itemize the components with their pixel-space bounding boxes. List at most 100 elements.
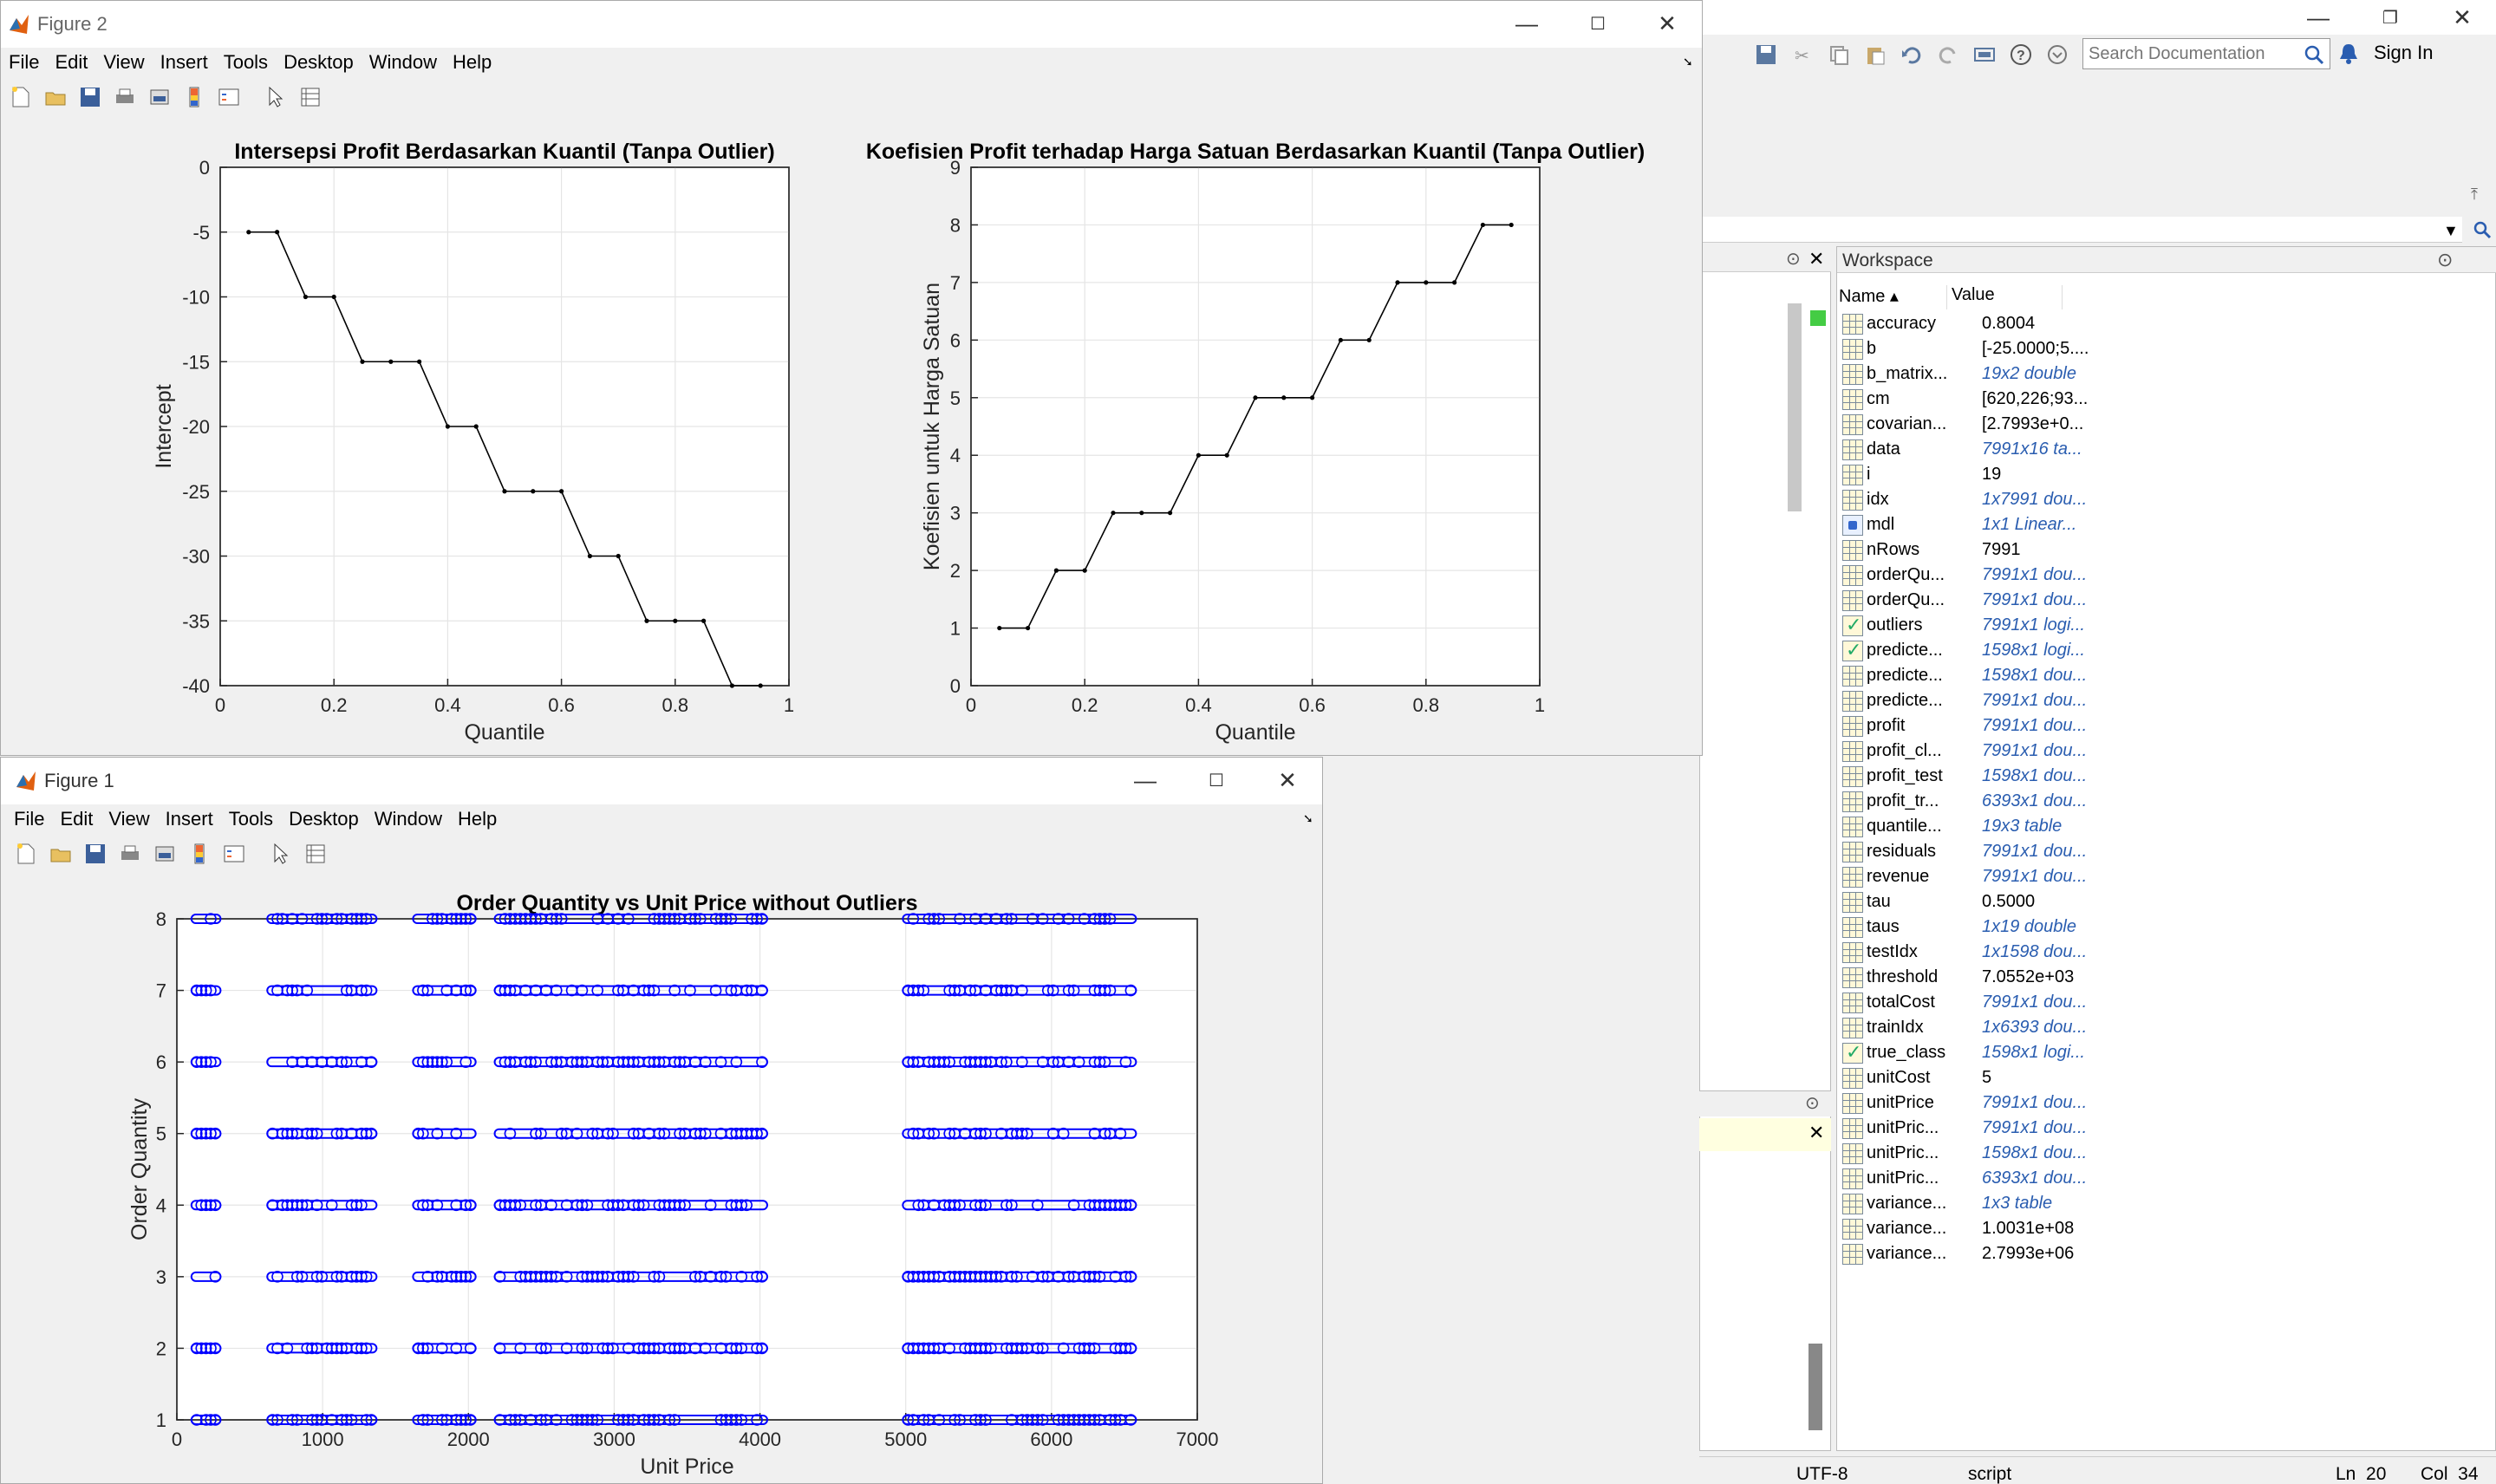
- workspace-row[interactable]: testIdx 1x1598 dou...: [1837, 940, 2097, 965]
- workspace-options-icon[interactable]: ⊙: [2437, 249, 2454, 270]
- workspace-row[interactable]: nRows 7991: [1837, 537, 2097, 563]
- print-icon[interactable]: [110, 82, 140, 112]
- legend-icon[interactable]: [219, 839, 249, 869]
- workspace-row[interactable]: revenue 7991x1 dou...: [1837, 864, 2097, 889]
- figure2-window[interactable]: Figure 2 — ☐ ✕ File Edit View Insert Too…: [0, 0, 1703, 756]
- pointer-icon[interactable]: [261, 82, 290, 112]
- menu-file[interactable]: File: [14, 808, 45, 830]
- workspace-row[interactable]: predicte... 1598x1 dou...: [1837, 663, 2097, 688]
- help-icon[interactable]: ?: [2006, 40, 2036, 69]
- open-file-icon[interactable]: [41, 82, 70, 112]
- search-icon[interactable]: [2304, 44, 2324, 69]
- figure2-minimize-button[interactable]: —: [1515, 10, 1538, 36]
- workspace-row[interactable]: unitPric... 1598x1 dou...: [1837, 1141, 2097, 1166]
- workspace-row[interactable]: covarian... [2.7993e+0...: [1837, 412, 2097, 437]
- paste-icon[interactable]: [1861, 40, 1890, 69]
- open-file-icon[interactable]: [46, 839, 75, 869]
- figure1-plot[interactable]: 0 1000 2000 3000 4000 5000 6000 7000 1 2 3 4 5 6 7 8 Ord…: [1, 875, 1323, 1484]
- column-header-value[interactable]: Value: [1952, 285, 2063, 309]
- menu-edit[interactable]: Edit: [60, 808, 94, 830]
- figure2-maximize-button[interactable]: ☐: [1590, 14, 1606, 34]
- property-inspector-icon[interactable]: [301, 839, 330, 869]
- workspace-row[interactable]: outliers 7991x1 logi...: [1837, 613, 2097, 638]
- workspace-row[interactable]: variance... 1x3 table: [1837, 1191, 2097, 1216]
- menu-desktop[interactable]: Desktop: [283, 51, 354, 73]
- workspace-row[interactable]: mdl 1x1 Linear...: [1837, 512, 2097, 537]
- redo-icon[interactable]: [1933, 40, 1963, 69]
- workspace-row[interactable]: idx 1x7991 dou...: [1837, 487, 2097, 512]
- new-figure-icon[interactable]: [6, 82, 36, 112]
- workspace-row[interactable]: data 7991x16 ta...: [1837, 437, 2097, 462]
- figure1-close-button[interactable]: ✕: [1278, 766, 1297, 793]
- collapse-toolstrip-icon[interactable]: ⤒: [2471, 186, 2478, 203]
- workspace-row[interactable]: profit_cl... 7991x1 dou...: [1837, 739, 2097, 764]
- workspace-row[interactable]: accuracy 0.8004: [1837, 311, 2097, 336]
- workspace-row[interactable]: taus 1x19 double: [1837, 914, 2097, 940]
- print-preview-icon[interactable]: [150, 839, 179, 869]
- figure1-canvas[interactable]: 0 1000 2000 3000 4000 5000 6000 7000 1 2 3 4 5 6 7 8 Ord…: [1, 875, 1323, 1484]
- current-folder-bar[interactable]: [1699, 217, 2462, 243]
- switch-windows-icon[interactable]: [1970, 40, 1999, 69]
- workspace-row[interactable]: cm [620,226;93...: [1837, 387, 2097, 412]
- menu-insert[interactable]: Insert: [160, 51, 208, 73]
- close-panel-icon[interactable]: ✕: [1808, 248, 1825, 270]
- menu-view[interactable]: View: [108, 808, 150, 830]
- workspace-row[interactable]: profit_tr... 6393x1 dou...: [1837, 789, 2097, 814]
- colorbar-icon[interactable]: [185, 839, 214, 869]
- legend-icon[interactable]: [214, 82, 244, 112]
- workspace-row[interactable]: predicte... 7991x1 dou...: [1837, 688, 2097, 713]
- workspace-row[interactable]: unitPrice 7991x1 dou...: [1837, 1090, 2097, 1116]
- print-preview-icon[interactable]: [145, 82, 174, 112]
- workspace-row[interactable]: profit_test 1598x1 dou...: [1837, 764, 2097, 789]
- workspace-row[interactable]: b_matrix... 19x2 double: [1837, 361, 2097, 387]
- menu-help[interactable]: Help: [453, 51, 492, 73]
- figure1-minimize-button[interactable]: —: [1134, 766, 1157, 793]
- workspace-row[interactable]: tau 0.5000: [1837, 889, 2097, 914]
- dock-arrow-icon[interactable]: ➘: [1303, 811, 1313, 825]
- workspace-row[interactable]: variance... 2.7993e+06: [1837, 1241, 2097, 1266]
- close-notice-icon[interactable]: ✕: [1808, 1122, 1825, 1143]
- notification-bell-icon[interactable]: [2337, 42, 2360, 70]
- workspace-row[interactable]: predicte... 1598x1 logi...: [1837, 638, 2097, 663]
- chevron-down-icon[interactable]: [2043, 40, 2072, 69]
- workspace-row[interactable]: profit 7991x1 dou...: [1837, 713, 2097, 739]
- menu-desktop[interactable]: Desktop: [289, 808, 359, 830]
- figure1-maximize-button[interactable]: ☐: [1209, 771, 1224, 791]
- workspace-row[interactable]: quantile... 19x3 table: [1837, 814, 2097, 839]
- pointer-icon[interactable]: [266, 839, 296, 869]
- workspace-row[interactable]: trainIdx 1x6393 dou...: [1837, 1015, 2097, 1040]
- search-folder-icon[interactable]: [2473, 220, 2492, 244]
- figure2-close-button[interactable]: ✕: [1658, 10, 1677, 36]
- print-icon[interactable]: [115, 839, 145, 869]
- workspace-row[interactable]: i 19: [1837, 462, 2097, 487]
- menu-insert[interactable]: Insert: [165, 808, 213, 830]
- workspace-row[interactable]: variance... 1.0031e+08: [1837, 1216, 2097, 1241]
- workspace-row[interactable]: b [-25.0000;5....: [1837, 336, 2097, 361]
- figure1-window[interactable]: Figure 1 — ☐ ✕ File Edit View Insert Too…: [0, 757, 1323, 1484]
- cut-icon[interactable]: ✂: [1788, 40, 1817, 69]
- figure2-canvas[interactable]: 0 0.2 0.4 0.6 0.8 1 0 -5 -10 -15 -20 -25 -30 -35 -40 In…: [1, 119, 1702, 755]
- save-figure-icon[interactable]: [81, 839, 110, 869]
- editor-panel[interactable]: [1699, 246, 1831, 1451]
- undo-icon[interactable]: [1897, 40, 1926, 69]
- workspace-panel[interactable]: Workspace ⊙ Name ▴ Value accuracy 0.8004 b…: [1836, 246, 2496, 1451]
- menu-window[interactable]: Window: [368, 51, 438, 73]
- workspace-row[interactable]: unitPric... 7991x1 dou...: [1837, 1116, 2097, 1141]
- editor-scrollbar[interactable]: [1788, 303, 1802, 511]
- panel-options-icon[interactable]: ⊙: [1786, 250, 1801, 269]
- workspace-row[interactable]: residuals 7991x1 dou...: [1837, 839, 2097, 864]
- new-figure-icon[interactable]: [11, 839, 41, 869]
- workspace-row[interactable]: true_class 1598x1 logi...: [1837, 1040, 2097, 1065]
- menu-tools[interactable]: Tools: [223, 51, 269, 73]
- colorbar-icon[interactable]: [179, 82, 209, 112]
- lower-scrollbar[interactable]: [1808, 1344, 1822, 1430]
- command-options-icon[interactable]: ⊙: [1805, 1094, 1820, 1113]
- figure2-titlebar[interactable]: Figure 2 — ☐ ✕: [1, 1, 1702, 48]
- menu-help[interactable]: Help: [458, 808, 498, 830]
- close-button[interactable]: ✕: [2453, 3, 2472, 30]
- menu-tools[interactable]: Tools: [228, 808, 274, 830]
- copy-icon[interactable]: [1824, 40, 1854, 69]
- workspace-row[interactable]: unitCost 5: [1837, 1065, 2097, 1090]
- menu-window[interactable]: Window: [374, 808, 443, 830]
- dropdown-arrow-icon[interactable]: ▼: [2443, 222, 2459, 239]
